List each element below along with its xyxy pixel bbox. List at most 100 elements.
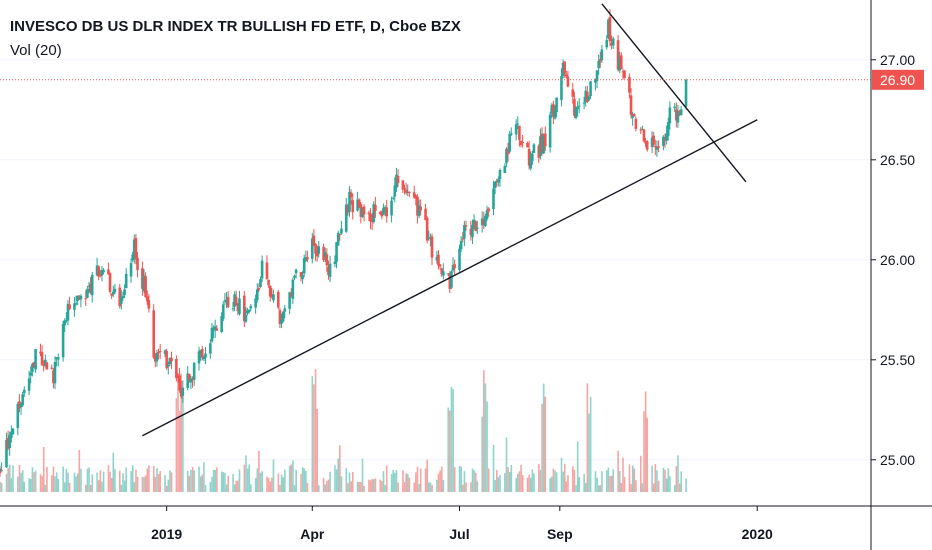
candle-body [632, 114, 636, 117]
trendline-resistance[interactable] [601, 3, 747, 183]
candlestick [65, 312, 68, 323]
candlestick [34, 348, 37, 373]
candlestick [404, 182, 408, 195]
candle-body [236, 303, 240, 312]
volume-bar [212, 469, 215, 492]
volume-bar [562, 471, 564, 492]
volume-bar [120, 484, 123, 492]
candle-body [610, 42, 613, 46]
volume-bar [288, 465, 291, 492]
volume-bar [643, 411, 645, 492]
candle-body [401, 180, 405, 190]
candle-body [662, 136, 665, 146]
volume-bar [292, 460, 294, 492]
volume-bar [340, 476, 343, 492]
volume-bar [65, 468, 68, 492]
candle-body [497, 179, 500, 183]
candlestick [281, 310, 285, 323]
candle-body [299, 272, 303, 277]
volume-bar [67, 472, 69, 492]
volume-bar [618, 470, 621, 492]
candlestick [440, 267, 444, 277]
candlestick [548, 111, 552, 153]
volume-bar [652, 483, 655, 492]
candle-body [577, 105, 581, 107]
candlestick [144, 272, 147, 298]
candle-body [374, 204, 377, 212]
volume-bar [529, 477, 532, 492]
candle-body [476, 227, 479, 229]
volume-bar [606, 470, 608, 492]
candle-body [42, 365, 45, 367]
candlestick [158, 343, 162, 359]
candlestick [448, 271, 452, 294]
volume-bar [148, 465, 150, 492]
trendlines[interactable] [142, 3, 758, 437]
candlestick [537, 144, 541, 163]
candlestick [95, 257, 99, 277]
candlestick [476, 220, 479, 235]
candle-body [16, 403, 20, 429]
volume-bar [284, 469, 286, 492]
volume-bar [348, 472, 351, 492]
trendline-support[interactable] [142, 119, 758, 437]
volume-bar [54, 476, 56, 492]
candlestick [55, 357, 58, 367]
candlestick [327, 260, 330, 280]
candle-body [349, 192, 353, 198]
candlestick [618, 51, 621, 74]
candle-body [346, 206, 350, 213]
candle-body [202, 357, 206, 360]
volume-bar [680, 471, 683, 492]
candlestick [236, 303, 240, 316]
candle-body [573, 98, 576, 116]
volume-indicator-label[interactable]: Vol (20) [10, 42, 62, 59]
price-axis[interactable]: 25.00 25.50 26.00 26.50 27.00 [871, 52, 915, 468]
candlestick [87, 281, 91, 294]
candle-body [427, 236, 431, 238]
candle-body [539, 136, 542, 156]
volume-bar [641, 483, 644, 492]
time-axis[interactable]: 2019 Apr Jul Sep 2020 [151, 506, 773, 542]
volume-bar [517, 473, 519, 492]
candlestick [662, 135, 665, 151]
candlestick [257, 283, 261, 293]
volume-bar [188, 475, 191, 492]
candle-body [634, 118, 638, 129]
volume-bar [178, 410, 181, 492]
candlestick [514, 119, 518, 141]
volume-bar [539, 469, 542, 492]
candle-body [361, 207, 364, 217]
candlestick [346, 203, 350, 216]
candle-body [448, 273, 452, 289]
candle-body [22, 389, 26, 394]
candle-body [666, 122, 670, 137]
candle-body [597, 60, 600, 69]
volume-bar [209, 481, 212, 492]
candle-body [53, 362, 57, 384]
candle-body [257, 288, 261, 290]
candlestick [165, 348, 168, 370]
candle-body [118, 287, 122, 307]
volume-bar [18, 464, 21, 492]
candlestick [493, 181, 497, 195]
price-tick-label: 25.50 [880, 352, 915, 368]
candle-body [359, 204, 363, 217]
candlestick [197, 346, 201, 371]
volume-bar [122, 473, 124, 492]
candlestick [175, 355, 178, 382]
candlestick [8, 431, 12, 456]
volume-bar [180, 373, 183, 492]
volume-bar [588, 413, 590, 492]
volume-bar [91, 474, 94, 492]
candlestick [50, 364, 54, 370]
candlestick [233, 291, 236, 312]
candlestick [652, 131, 655, 147]
candlestick [170, 351, 173, 369]
candle-body [132, 239, 136, 258]
candle-body [123, 289, 126, 296]
candlestick [621, 68, 625, 80]
volume-bar [465, 482, 467, 492]
